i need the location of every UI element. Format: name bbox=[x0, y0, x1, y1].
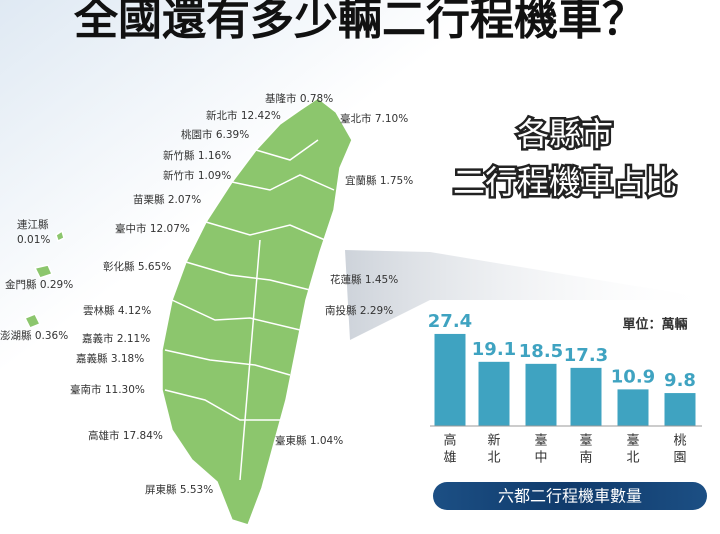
map-label: 臺中市 12.07% bbox=[115, 222, 190, 235]
bar bbox=[525, 363, 557, 426]
map-label: 基隆市 0.78% bbox=[265, 92, 333, 105]
map-label: 臺南市 11.30% bbox=[70, 383, 145, 396]
map-label: 嘉義縣 3.18% bbox=[76, 352, 144, 365]
x-tick-label: 臺 bbox=[534, 434, 547, 449]
x-tick-label: 桃 bbox=[673, 434, 686, 449]
bar bbox=[478, 361, 510, 426]
map-label: 新竹縣 1.16% bbox=[163, 149, 231, 162]
x-tick-label: 北 bbox=[487, 451, 500, 466]
x-tick-label: 新 bbox=[487, 433, 500, 449]
map-heading: 二行程機車占比 bbox=[453, 163, 677, 201]
map-label: 0.01% bbox=[17, 234, 50, 246]
bar bbox=[617, 389, 649, 426]
map-label: 桃園市 6.39% bbox=[181, 128, 249, 141]
map-label: 南投縣 2.29% bbox=[325, 304, 393, 317]
map-label: 屏東縣 5.53% bbox=[145, 483, 213, 496]
page-title: 全國還有多少輛二行程機車？ bbox=[73, 0, 646, 45]
value-label: 27.4 bbox=[428, 311, 472, 332]
map-label: 雲林縣 4.12% bbox=[83, 304, 151, 317]
map-heading: 各縣市 bbox=[517, 115, 613, 153]
chart-title: 六都二行程機車數量 bbox=[498, 487, 642, 506]
bar bbox=[664, 393, 696, 426]
x-tick-label: 北 bbox=[626, 451, 639, 466]
map-label: 宜蘭縣 1.75% bbox=[345, 174, 413, 187]
x-tick-label: 南 bbox=[579, 450, 592, 466]
map-label: 花蓮縣 1.45% bbox=[330, 273, 398, 286]
map-label: 連江縣 bbox=[17, 218, 49, 231]
map-label: 臺東縣 1.04% bbox=[275, 434, 343, 447]
bar bbox=[434, 333, 466, 426]
x-tick-label: 臺 bbox=[579, 434, 592, 449]
callout-fan bbox=[345, 250, 720, 340]
value-label: 9.8 bbox=[664, 370, 696, 391]
map-label: 新竹市 1.09% bbox=[163, 169, 231, 182]
x-tick-label: 中 bbox=[534, 451, 547, 466]
taiwan-map bbox=[23, 97, 353, 526]
chart-title-pill bbox=[433, 482, 707, 510]
map-label: 高雄市 17.84% bbox=[88, 429, 163, 442]
x-tick-label: 園 bbox=[673, 451, 686, 466]
value-label: 10.9 bbox=[611, 366, 655, 387]
value-label: 18.5 bbox=[519, 341, 563, 362]
x-tick-label: 高 bbox=[443, 433, 456, 449]
value-label: 19.1 bbox=[472, 339, 516, 360]
x-tick-label: 雄 bbox=[443, 451, 456, 466]
map-label: 新北市 12.42% bbox=[206, 109, 281, 122]
x-tick-label: 臺 bbox=[626, 434, 639, 449]
value-label: 17.3 bbox=[564, 345, 608, 366]
map-label: 嘉義市 2.11% bbox=[82, 332, 150, 345]
map-label: 苗栗縣 2.07% bbox=[133, 194, 201, 206]
map-label: 臺北市 7.10% bbox=[340, 112, 408, 125]
unit-label: 單位：萬輛 bbox=[622, 317, 687, 333]
map-label: 彰化縣 5.65% bbox=[103, 260, 171, 273]
map-label: 金門縣 0.29% bbox=[5, 278, 73, 291]
bar bbox=[570, 367, 602, 426]
map-label: 澎湖縣 0.36% bbox=[0, 330, 68, 342]
